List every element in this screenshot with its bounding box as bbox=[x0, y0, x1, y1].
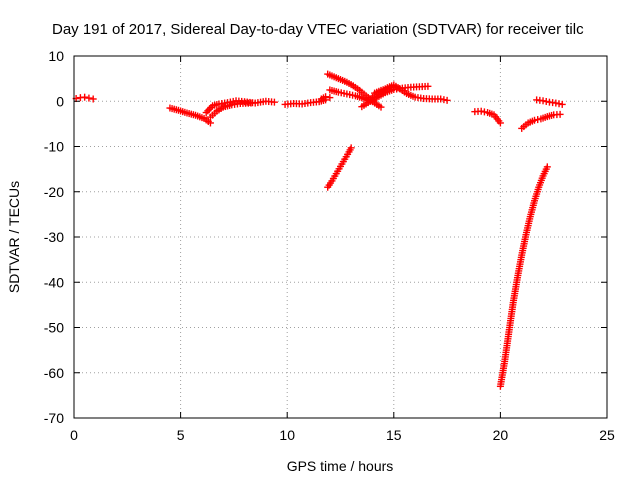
chart-title: Day 191 of 2017, Sidereal Day-to-day VTE… bbox=[52, 21, 584, 38]
x-tick-label: 25 bbox=[599, 427, 615, 443]
data-point bbox=[85, 94, 93, 102]
data-point bbox=[205, 105, 213, 113]
data-point bbox=[247, 99, 255, 107]
x-tick-label: 15 bbox=[386, 427, 402, 443]
data-point bbox=[89, 95, 97, 103]
x-axis-label: GPS time / hours bbox=[287, 458, 394, 474]
data-point bbox=[206, 119, 214, 127]
x-tick-label: 0 bbox=[70, 427, 78, 443]
y-tick-label: 10 bbox=[48, 48, 64, 64]
data-point bbox=[496, 119, 504, 127]
grid bbox=[74, 56, 607, 418]
data-point bbox=[443, 96, 451, 104]
axis-ticks: 0 5 10 15 20 25 10 0 -10 -20 -30 -40 -50 -60 -70 bbox=[44, 48, 615, 443]
y-tick-label: -40 bbox=[44, 274, 64, 290]
x-tick-label: 10 bbox=[279, 427, 295, 443]
data-point bbox=[81, 93, 89, 101]
data-point bbox=[347, 144, 355, 152]
data-point bbox=[543, 163, 551, 171]
y-tick-label: 0 bbox=[56, 93, 64, 109]
y-tick-label: -10 bbox=[44, 139, 64, 155]
data-point bbox=[390, 83, 398, 91]
y-tick-label: -60 bbox=[44, 365, 64, 381]
data-point bbox=[270, 98, 278, 106]
data-point bbox=[558, 100, 566, 108]
data-point bbox=[424, 82, 432, 90]
data-point bbox=[204, 107, 212, 115]
data-point bbox=[377, 103, 385, 111]
y-tick-label: -20 bbox=[44, 184, 64, 200]
y-tick-label: -70 bbox=[44, 410, 64, 426]
x-tick-label: 5 bbox=[177, 427, 185, 443]
data-point bbox=[556, 110, 564, 118]
data-point bbox=[322, 93, 330, 101]
y-tick-label: -50 bbox=[44, 320, 64, 336]
y-axis-label: SDTVAR / TECUs bbox=[6, 181, 22, 293]
data-points bbox=[72, 70, 566, 390]
y-tick-label: -30 bbox=[44, 229, 64, 245]
data-point bbox=[326, 94, 334, 102]
x-tick-label: 20 bbox=[493, 427, 509, 443]
